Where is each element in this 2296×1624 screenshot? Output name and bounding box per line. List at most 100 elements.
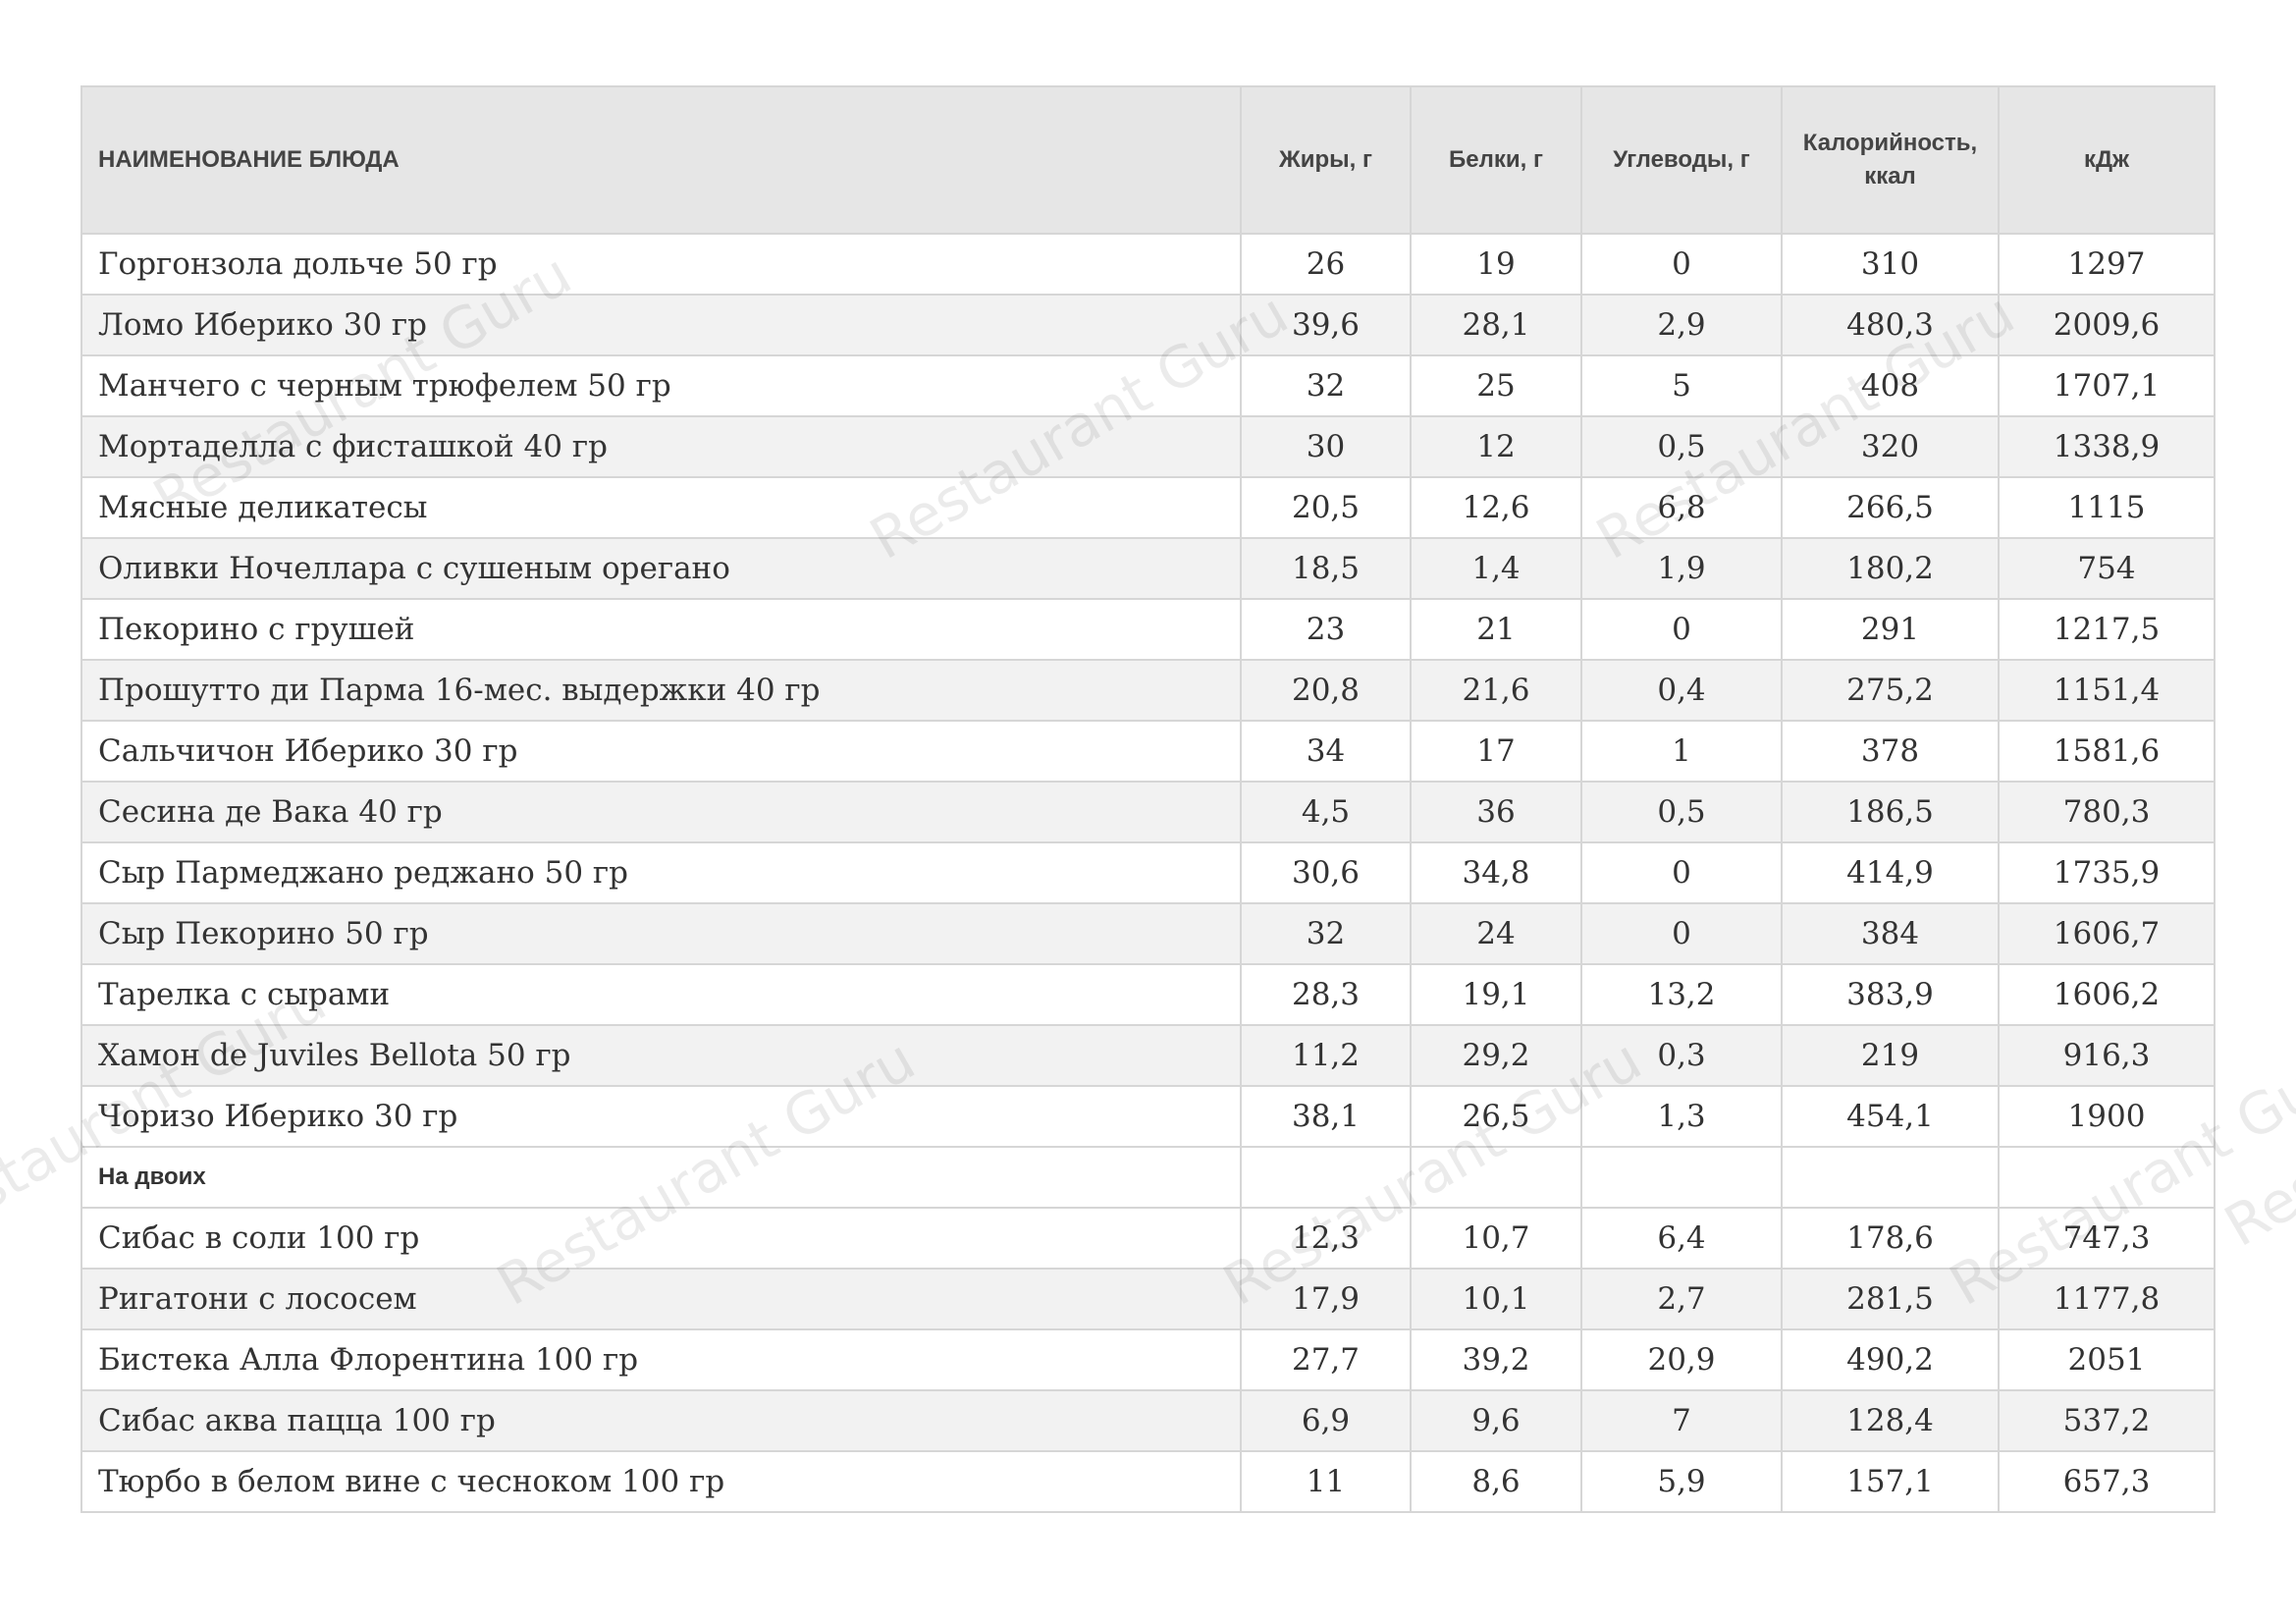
value-cell: 20,8 bbox=[1240, 659, 1412, 722]
value-cell: 490,2 bbox=[1781, 1328, 2000, 1391]
value-cell: 1735,9 bbox=[1998, 841, 2216, 904]
value-cell: 1,4 bbox=[1410, 537, 1582, 600]
table-row: Бистека Алла Флорентина 100 гр 27,7 39,2 20… bbox=[80, 1328, 2216, 1391]
value-cell: 281,5 bbox=[1781, 1268, 2000, 1330]
value-cell: 178,6 bbox=[1781, 1207, 2000, 1270]
value-cell: 7 bbox=[1580, 1389, 1783, 1452]
value-cell: 34,8 bbox=[1410, 841, 1582, 904]
value-cell: 1,9 bbox=[1580, 537, 1783, 600]
table-row: Сибас аква пацца 100 гр 6,9 9,6 7 128,4 537,2 bbox=[80, 1389, 2216, 1452]
value-cell: 275,2 bbox=[1781, 659, 2000, 722]
value-cell: 36 bbox=[1410, 781, 1582, 843]
value-cell: 6,9 bbox=[1240, 1389, 1412, 1452]
value-cell: 1707,1 bbox=[1998, 354, 2216, 417]
dish-name: Тюрбо в белом вине с чесноком 100 гр bbox=[80, 1450, 1242, 1513]
value-cell: 180,2 bbox=[1781, 537, 2000, 600]
value-cell: 310 bbox=[1781, 233, 2000, 296]
value-cell: 291 bbox=[1781, 598, 2000, 661]
dish-name: Горгонзола дольче 50 гр bbox=[80, 233, 1242, 296]
empty-cell bbox=[1410, 1146, 1582, 1209]
value-cell: 25 bbox=[1410, 354, 1582, 417]
value-cell: 20,5 bbox=[1240, 476, 1412, 539]
value-cell: 1606,7 bbox=[1998, 902, 2216, 965]
value-cell: 28,1 bbox=[1410, 294, 1582, 356]
value-cell: 747,3 bbox=[1998, 1207, 2216, 1270]
value-cell: 10,7 bbox=[1410, 1207, 1582, 1270]
table-row: Сыр Пекорино 50 гр 32 24 0 384 1606,7 bbox=[80, 902, 2216, 965]
value-cell: 754 bbox=[1998, 537, 2216, 600]
table-row: Ломо Иберико 30 гр 39,6 28,1 2,9 480,3 2009,6 bbox=[80, 294, 2216, 356]
value-cell: 128,4 bbox=[1781, 1389, 2000, 1452]
value-cell: 23 bbox=[1240, 598, 1412, 661]
value-cell: 657,3 bbox=[1998, 1450, 2216, 1513]
dish-name: Чоризо Иберико 30 гр bbox=[80, 1085, 1242, 1148]
value-cell: 320 bbox=[1781, 415, 2000, 478]
table-row: Сесина де Вака 40 гр 4,5 36 0,5 186,5 780,3 bbox=[80, 781, 2216, 843]
value-cell: 12,3 bbox=[1240, 1207, 1412, 1270]
value-cell: 480,3 bbox=[1781, 294, 2000, 356]
table-row: На двоих bbox=[80, 1146, 2216, 1209]
value-cell: 28,3 bbox=[1240, 963, 1412, 1026]
empty-cell bbox=[1781, 1146, 2000, 1209]
header-cell: Углеводы, г bbox=[1580, 85, 1783, 235]
dish-name: На двоих bbox=[80, 1146, 1242, 1209]
value-cell: 18,5 bbox=[1240, 537, 1412, 600]
watermark: Restaurant Guru bbox=[2214, 967, 2296, 1261]
value-cell: 0,5 bbox=[1580, 415, 1783, 478]
value-cell: 537,2 bbox=[1998, 1389, 2216, 1452]
value-cell: 38,1 bbox=[1240, 1085, 1412, 1148]
value-cell: 30,6 bbox=[1240, 841, 1412, 904]
nutrition-table: НАИМЕНОВАНИЕ БЛЮДА Жиры, г Белки, г Углевод… bbox=[80, 85, 2216, 1513]
value-cell: 17,9 bbox=[1240, 1268, 1412, 1330]
value-cell: 1900 bbox=[1998, 1085, 2216, 1148]
value-cell: 32 bbox=[1240, 902, 1412, 965]
value-cell: 0,3 bbox=[1580, 1024, 1783, 1087]
value-cell: 2009,6 bbox=[1998, 294, 2216, 356]
value-cell: 186,5 bbox=[1781, 781, 2000, 843]
value-cell: 21 bbox=[1410, 598, 1582, 661]
value-cell: 2,7 bbox=[1580, 1268, 1783, 1330]
value-cell: 30 bbox=[1240, 415, 1412, 478]
table-row: Пекорино с грушей 23 21 0 291 1217,5 bbox=[80, 598, 2216, 661]
value-cell: 6,8 bbox=[1580, 476, 1783, 539]
value-cell: 5 bbox=[1580, 354, 1783, 417]
empty-cell bbox=[1998, 1146, 2216, 1209]
value-cell: 6,4 bbox=[1580, 1207, 1783, 1270]
value-cell: 454,1 bbox=[1781, 1085, 2000, 1148]
value-cell: 11 bbox=[1240, 1450, 1412, 1513]
dish-name: Манчего с черным трюфелем 50 гр bbox=[80, 354, 1242, 417]
table-row: Сибас в соли 100 гр 12,3 10,7 6,4 178,6 747,3 bbox=[80, 1207, 2216, 1270]
value-cell: 12,6 bbox=[1410, 476, 1582, 539]
value-cell: 11,2 bbox=[1240, 1024, 1412, 1087]
value-cell: 21,6 bbox=[1410, 659, 1582, 722]
value-cell: 157,1 bbox=[1781, 1450, 2000, 1513]
dish-name: Сальчичон Иберико 30 гр bbox=[80, 720, 1242, 783]
dish-name: Сыр Пекорино 50 гр bbox=[80, 902, 1242, 965]
value-cell: 0 bbox=[1580, 598, 1783, 661]
value-cell: 26,5 bbox=[1410, 1085, 1582, 1148]
header-cell: Белки, г bbox=[1410, 85, 1582, 235]
table-row: Сальчичон Иберико 30 гр 34 17 1 378 1581,6 bbox=[80, 720, 2216, 783]
value-cell: 378 bbox=[1781, 720, 2000, 783]
value-cell: 32 bbox=[1240, 354, 1412, 417]
value-cell: 9,6 bbox=[1410, 1389, 1582, 1452]
value-cell: 20,9 bbox=[1580, 1328, 1783, 1391]
value-cell: 10,1 bbox=[1410, 1268, 1582, 1330]
value-cell: 384 bbox=[1781, 902, 2000, 965]
value-cell: 1606,2 bbox=[1998, 963, 2216, 1026]
dish-name: Хамон de Juviles Bellota 50 гр bbox=[80, 1024, 1242, 1087]
dish-name: Сибас аква пацца 100 гр bbox=[80, 1389, 1242, 1452]
dish-name: Ломо Иберико 30 гр bbox=[80, 294, 1242, 356]
value-cell: 19,1 bbox=[1410, 963, 1582, 1026]
table-row: Мортаделла с фисташкой 40 гр 30 12 0,5 320 13… bbox=[80, 415, 2216, 478]
value-cell: 780,3 bbox=[1998, 781, 2216, 843]
table-row: Манчего с черным трюфелем 50 гр 32 25 5 408 1… bbox=[80, 354, 2216, 417]
table-row: Ригатони с лососем 17,9 10,1 2,7 281,5 1177,8 bbox=[80, 1268, 2216, 1330]
dish-name: Мясные деликатесы bbox=[80, 476, 1242, 539]
value-cell: 4,5 bbox=[1240, 781, 1412, 843]
dish-name: Бистека Алла Флорентина 100 гр bbox=[80, 1328, 1242, 1391]
value-cell: 0 bbox=[1580, 233, 1783, 296]
table-row: Тюрбо в белом вине с чесноком 100 гр 11 8,… bbox=[80, 1450, 2216, 1513]
table-row: Оливки Ночеллара с сушеным орегано 18,5 1,… bbox=[80, 537, 2216, 600]
dish-name: Тарелка с сырами bbox=[80, 963, 1242, 1026]
